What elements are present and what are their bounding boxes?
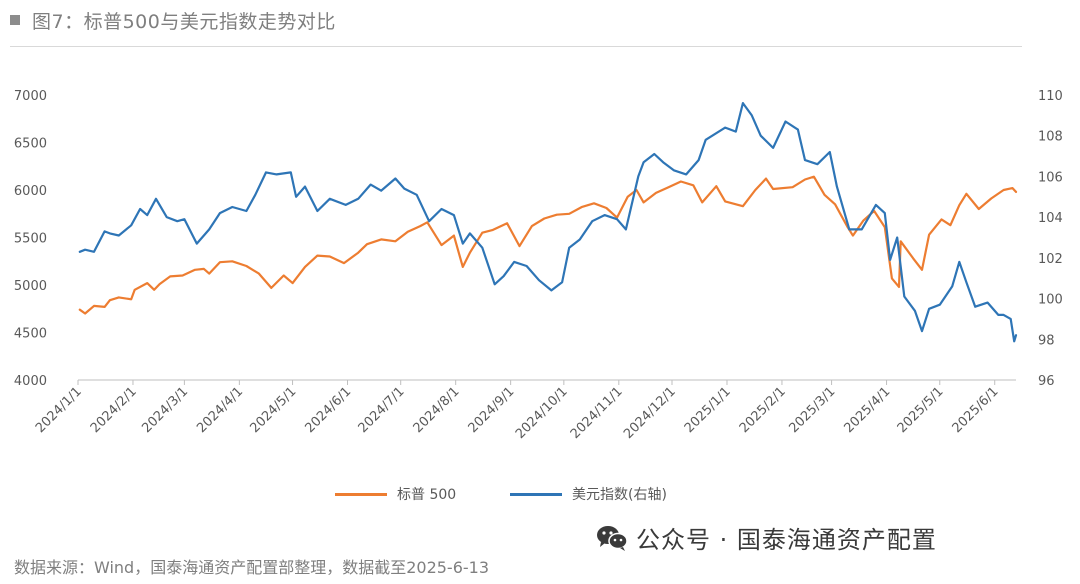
x-tick-label: 2025/4/1	[841, 384, 893, 436]
y-left-tick-label: 5000	[14, 279, 47, 294]
chart-title: 图7：标普500与美元指数走势对比	[32, 10, 336, 33]
watermark-text: 公众号 · 国泰海通资产配置	[636, 526, 937, 554]
x-tick-label: 2024/10/1	[513, 384, 571, 442]
y-right-tick-label: 110	[1038, 89, 1063, 104]
y-left-tick-label: 7000	[14, 89, 47, 104]
legend-label-spx: 标普 500	[397, 487, 457, 503]
y-right-tick-label: 106	[1038, 170, 1063, 185]
series-line-spx	[78, 175, 1018, 315]
source-note: 数据来源：Wind，国泰海通资产配置部整理，数据截至2025-6-13	[14, 558, 490, 577]
y-right-tick-label: 96	[1038, 374, 1055, 389]
y-right-tick-label: 98	[1038, 333, 1055, 348]
legend-label-dxy: 美元指数(右轴)	[572, 487, 667, 503]
title-divider	[10, 46, 1022, 47]
y-left-tick-label: 4000	[14, 374, 47, 389]
legend-swatch-dxy	[510, 492, 562, 496]
x-tick-label: 2025/1/1	[682, 384, 734, 436]
y-right-tick-label: 102	[1038, 252, 1063, 267]
x-tick-label: 2025/3/1	[787, 384, 839, 436]
x-tick-label: 2025/6/1	[950, 384, 1002, 436]
y-right-tick-label: 100	[1038, 293, 1063, 308]
x-tick-label: 2024/7/1	[356, 384, 408, 436]
x-tick-label: 2024/4/1	[194, 384, 246, 436]
x-tick-label: 2024/11/1	[568, 384, 626, 442]
x-tick-label: 2024/9/1	[466, 384, 518, 436]
x-tick-label: 2024/5/1	[247, 384, 299, 436]
y-right-tick-label: 108	[1038, 130, 1063, 145]
x-tick-label: 2024/12/1	[621, 384, 679, 442]
wechat-icon	[597, 525, 628, 551]
watermark: 公众号 · 国泰海通资产配置	[596, 520, 937, 555]
x-tick-label: 2025/5/1	[895, 384, 947, 436]
legend-swatch-spx	[335, 492, 387, 496]
x-tick-label: 2025/2/1	[737, 384, 789, 436]
chart-header: 图7：标普500与美元指数走势对比	[10, 6, 336, 34]
title-bullet-icon	[10, 15, 20, 25]
series-line-dxy	[78, 102, 1018, 343]
x-tick-label: 2024/1/1	[33, 384, 85, 436]
x-tick-label: 2024/6/1	[302, 384, 354, 436]
y-left-tick-label: 4500	[14, 327, 47, 342]
legend-item-dxy: 美元指数(右轴)	[510, 484, 667, 504]
x-tick-label: 2024/2/1	[88, 384, 140, 436]
legend-item-spx: 标普 500	[335, 484, 456, 504]
chart-legend: 标普 500 美元指数(右轴)	[0, 484, 1080, 506]
y-left-tick-label: 6000	[14, 184, 47, 199]
y-left-tick-label: 6500	[14, 137, 47, 152]
y-left-tick-label: 5500	[14, 232, 47, 247]
x-tick-label: 2024/3/1	[139, 384, 191, 436]
y-right-tick-label: 104	[1038, 211, 1063, 226]
x-tick-label: 2024/8/1	[411, 384, 463, 436]
